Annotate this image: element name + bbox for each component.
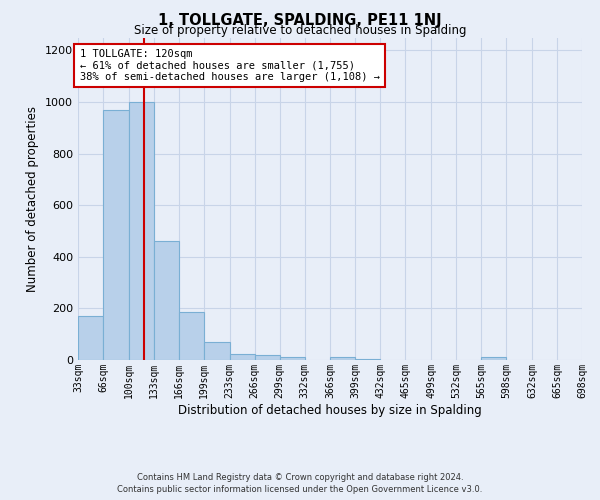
Bar (280, 358, 305, 360)
Text: Size of property relative to detached houses in Spalding: Size of property relative to detached ho… (134, 24, 466, 37)
Text: 1, TOLLGATE, SPALDING, PE11 1NJ: 1, TOLLGATE, SPALDING, PE11 1NJ (158, 12, 442, 28)
Bar (154, 242, 179, 360)
Y-axis label: Number of detached properties: Number of detached properties (26, 106, 40, 292)
Bar (179, 312, 204, 360)
Bar (481, 358, 506, 360)
Bar (78, 316, 103, 360)
X-axis label: Distribution of detached houses by size in Spalding: Distribution of detached houses by size … (178, 404, 482, 416)
Text: Contains HM Land Registry data © Crown copyright and database right 2024.
Contai: Contains HM Land Registry data © Crown c… (118, 472, 482, 494)
Bar (103, 110, 129, 360)
Bar (230, 354, 254, 360)
Bar (355, 358, 380, 360)
Bar (129, 102, 154, 360)
Bar (204, 342, 230, 360)
Bar (331, 358, 355, 360)
Bar (254, 355, 280, 360)
Text: 1 TOLLGATE: 120sqm
← 61% of detached houses are smaller (1,755)
38% of semi-deta: 1 TOLLGATE: 120sqm ← 61% of detached hou… (80, 49, 380, 82)
